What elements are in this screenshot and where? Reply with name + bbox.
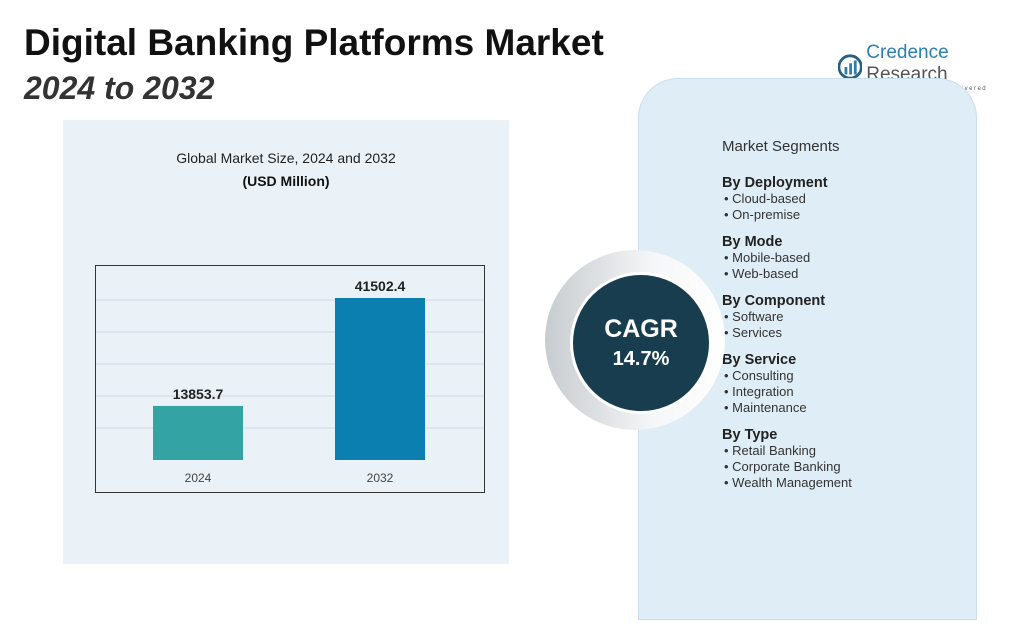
page-subtitle: 2024 to 2032 [24,70,215,106]
x-tick-label: 2032 [367,471,394,485]
segment-item: • Consulting [724,368,794,383]
data-label: 41502.4 [355,278,406,294]
bar-chart: 13853.7 2024 41502.4 2032 [95,265,485,493]
segment-item: • Services [724,325,783,340]
cagr-value: 14.7% [612,348,670,370]
segment-item: • Software [724,309,784,324]
logo-name-a: Credence [866,42,949,63]
segment-item: • Maintenance [724,400,807,415]
segments-list: By Deployment • Cloud-based • On-premise By… [722,175,852,502]
segment-item: • Web-based [724,266,799,281]
segment-group: By Component • Software • Services [722,293,852,341]
segment-group-title: By Mode [722,234,783,250]
cagr-label: CAGR [604,315,678,343]
x-tick-label: 2024 [185,471,212,485]
segment-group-title: By Deployment [722,175,828,191]
segments-title: Market Segments [722,138,840,155]
segment-item: • On-premise [724,207,801,222]
page-title: Digital Banking Platforms Market [24,22,604,63]
data-label: 13853.7 [173,386,224,402]
chart-unit: (USD Million) [242,173,330,189]
segment-item: • Integration [724,384,794,399]
segment-group: By Deployment • Cloud-based • On-premise [722,175,852,223]
segment-group-title: By Service [722,352,797,368]
cagr-badge: CAGR 14.7% [570,272,712,414]
logo-icon [838,54,863,80]
segment-item: • Mobile-based [724,250,811,265]
segment-item: • Corporate Banking [724,459,841,474]
segment-item: • Retail Banking [724,443,816,458]
bar-2024 [153,405,243,460]
segment-group: By Service • Consulting • Integration • Mai… [722,352,852,416]
segment-group-title: By Component [722,293,826,309]
segment-group: By Type • Retail Banking • Corporate Banki… [722,427,852,491]
segment-group-title: By Type [722,427,778,443]
segment-item: • Cloud-based [724,191,806,206]
chart-title: Global Market Size, 2024 and 2032 [176,150,396,166]
segment-group: By Mode • Mobile-based • Web-based [722,234,852,282]
segment-item: • Wealth Management [724,475,852,490]
bar-2032 [335,298,425,460]
